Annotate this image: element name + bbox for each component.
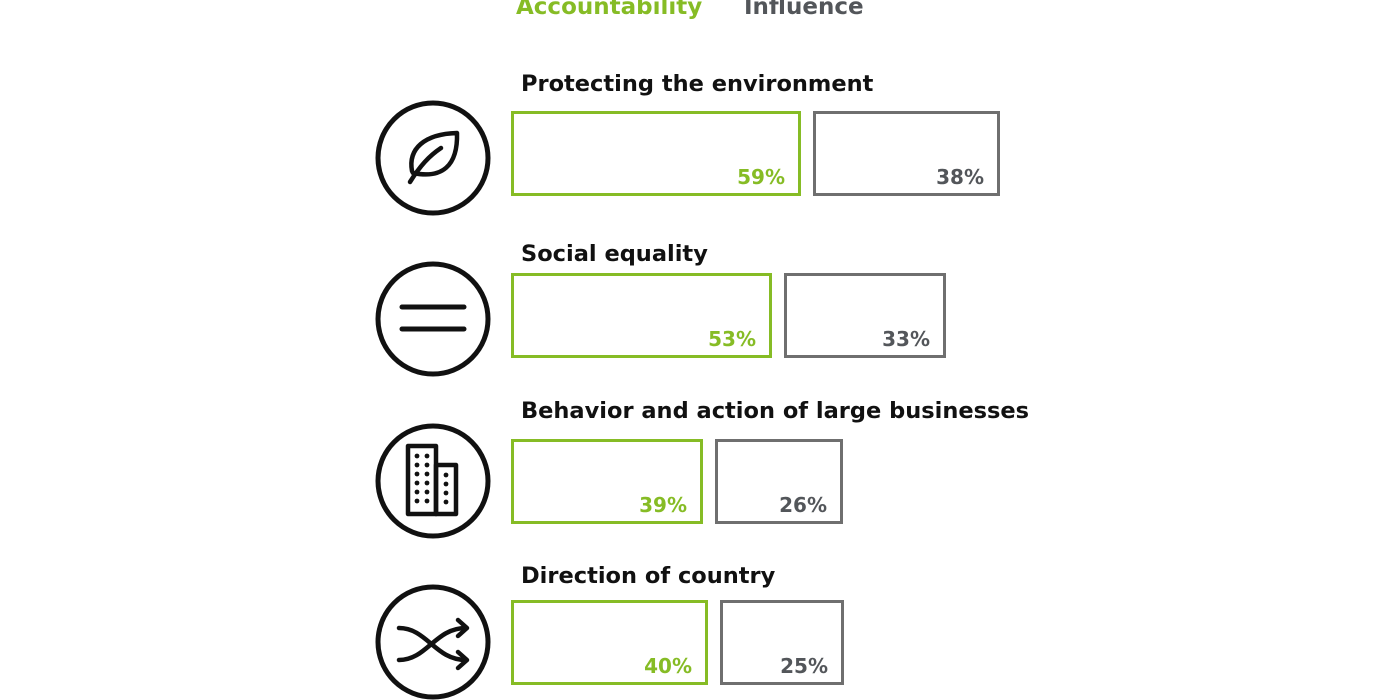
bar-accountability: 53% (511, 273, 772, 358)
bar-influence: 38% (813, 111, 1000, 196)
category-title: Behavior and action of large businesses (521, 398, 1030, 424)
bar-value-label: 53% (708, 327, 756, 351)
bar-value-label: 40% (644, 654, 692, 678)
bar-value-label: 25% (780, 654, 828, 678)
bar-value-label: 39% (639, 493, 687, 517)
bar-value-label: 59% (737, 165, 785, 189)
equals-icon (375, 261, 491, 377)
bar-accountability: 40% (511, 600, 708, 685)
bar-value-label: 33% (882, 327, 930, 351)
leaf-icon (375, 100, 491, 216)
bar-value-label: 26% (779, 493, 827, 517)
category-title: Protecting the environment (521, 71, 874, 97)
legend-accountability: Accountability (516, 0, 703, 20)
category-title: Social equality (521, 241, 708, 267)
bar-value-label: 38% (936, 165, 984, 189)
shuffle-icon (375, 584, 491, 700)
building-icon (375, 423, 491, 539)
bar-influence: 33% (784, 273, 946, 358)
legend-influence: Influence (744, 0, 864, 20)
category-title: Direction of country (521, 563, 776, 589)
bar-influence: 26% (715, 439, 843, 524)
bar-accountability: 59% (511, 111, 801, 196)
bar-accountability: 39% (511, 439, 703, 524)
bar-influence: 25% (720, 600, 844, 685)
